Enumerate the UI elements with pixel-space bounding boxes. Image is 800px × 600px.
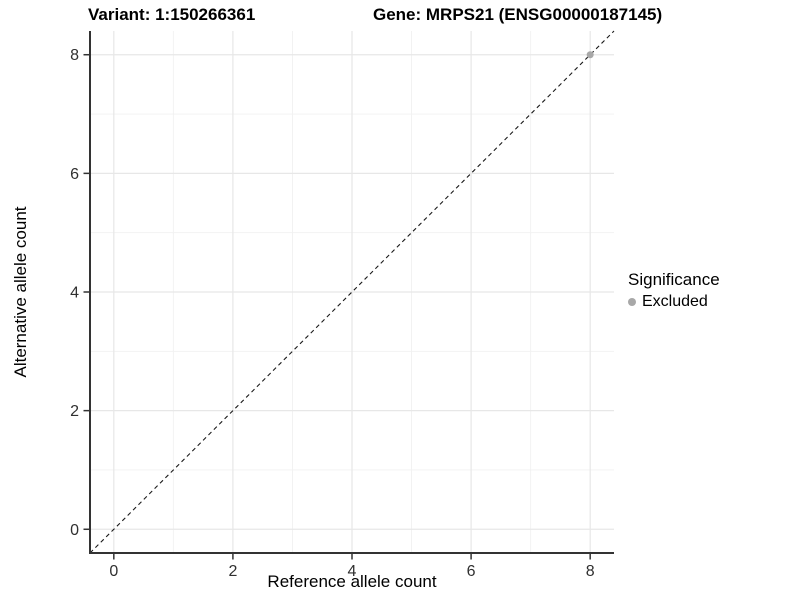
x-tick-label: 6 bbox=[467, 563, 476, 580]
gene-title: Gene: MRPS21 (ENSG00000187145) bbox=[373, 5, 663, 24]
identity-reference-line bbox=[89, 30, 615, 554]
legend: Significance Excluded bbox=[628, 270, 720, 311]
y-tick-label: 2 bbox=[70, 403, 79, 420]
x-tick-label: 2 bbox=[228, 563, 237, 580]
x-tick-label: 4 bbox=[348, 563, 357, 580]
y-tick-label: 8 bbox=[70, 47, 79, 64]
y-tick-label: 6 bbox=[70, 166, 79, 183]
legend-item-label: Excluded bbox=[642, 293, 708, 310]
x-tick-label: 8 bbox=[586, 563, 595, 580]
legend-item-excluded: Excluded bbox=[628, 293, 720, 311]
x-tick-label: 0 bbox=[109, 563, 118, 580]
legend-title: Significance bbox=[628, 270, 720, 289]
x-axis-title: Reference allele count bbox=[267, 572, 437, 591]
excluded-point-icon bbox=[628, 298, 636, 306]
variant-title: Variant: 1:150266361 bbox=[88, 5, 256, 24]
y-tick-label: 0 bbox=[70, 522, 79, 539]
y-tick-label: 4 bbox=[70, 285, 79, 302]
y-axis-title: Alternative allele count bbox=[11, 206, 30, 378]
data-point-excluded bbox=[586, 51, 594, 59]
